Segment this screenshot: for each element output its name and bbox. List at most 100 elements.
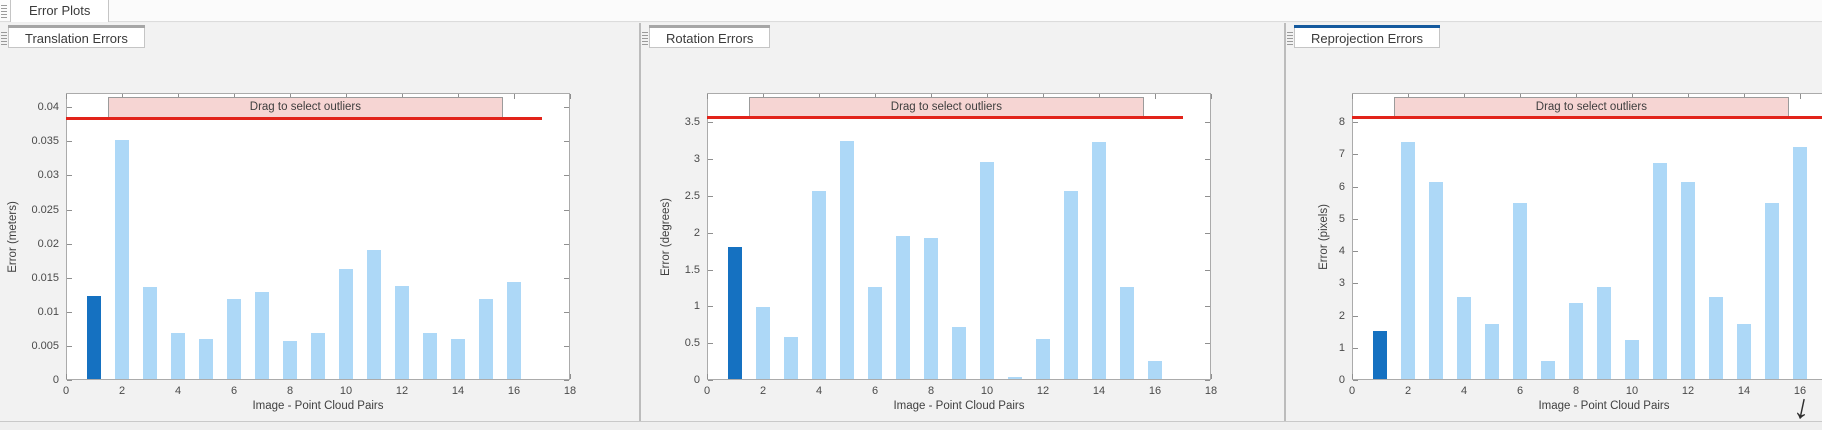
panel-tab-reprojection-errors[interactable]: Reprojection Errors — [1294, 25, 1440, 48]
x-tick-label: 10 — [339, 385, 353, 397]
error-bar[interactable] — [1092, 142, 1106, 379]
error-bar[interactable] — [283, 340, 297, 379]
error-bar[interactable] — [339, 269, 353, 379]
y-tick-label: 0 — [52, 374, 59, 386]
y-axis-tick — [564, 345, 569, 347]
error-bar[interactable] — [311, 332, 325, 379]
panel-grip-icon[interactable] — [1, 32, 7, 45]
y-tick-label: 7 — [1338, 148, 1345, 161]
error-bar[interactable] — [896, 236, 910, 379]
x-axis-tick — [1211, 94, 1212, 99]
y-axis-label: Error (meters) — [7, 200, 19, 273]
x-tick-label: 10 — [1625, 385, 1639, 397]
window-grip-icon[interactable] — [1, 5, 7, 18]
error-bar[interactable] — [1569, 303, 1583, 379]
error-bar[interactable] — [395, 286, 409, 379]
y-axis-tick — [67, 209, 72, 211]
y-tick-label: 0.025 — [31, 203, 59, 216]
panel-tab-label: Rotation Errors — [666, 30, 754, 46]
y-axis-tick — [708, 159, 713, 161]
error-bar[interactable] — [1429, 182, 1443, 379]
error-bar[interactable] — [1793, 146, 1807, 379]
error-bar[interactable] — [952, 327, 966, 379]
error-bar[interactable] — [199, 339, 213, 379]
outlier-drag-banner[interactable]: Drag to select outliers — [108, 97, 503, 118]
error-bar[interactable] — [1457, 296, 1471, 379]
x-axis-tick — [1352, 374, 1353, 379]
error-bar[interactable] — [87, 295, 101, 379]
error-bar[interactable] — [980, 161, 994, 379]
error-bar[interactable] — [1036, 338, 1050, 379]
error-bar[interactable] — [1373, 330, 1387, 379]
y-axis-tick — [708, 343, 713, 345]
error-bar[interactable] — [1737, 324, 1751, 379]
tab-error-plots[interactable]: Error Plots — [10, 0, 110, 22]
x-tick-label: 14 — [1737, 385, 1751, 397]
error-bar[interactable] — [756, 306, 770, 379]
panel-grip-icon[interactable] — [1287, 32, 1293, 45]
error-bar[interactable] — [1597, 287, 1611, 379]
y-axis-tick — [1205, 122, 1210, 124]
error-bar[interactable] — [1681, 182, 1695, 379]
y-axis-tick — [1353, 347, 1358, 349]
y-axis-tick — [1205, 159, 1210, 161]
x-tick-label: 2 — [1404, 385, 1412, 397]
error-bar[interactable] — [115, 140, 129, 379]
error-bar[interactable] — [143, 286, 157, 379]
y-axis-tick — [67, 345, 72, 347]
outlier-threshold-line[interactable] — [707, 116, 1183, 120]
error-bar[interactable] — [1765, 203, 1779, 379]
error-bar[interactable] — [507, 282, 521, 379]
banner-label: Drag to select outliers — [1535, 101, 1647, 114]
error-bar[interactable] — [1513, 203, 1527, 379]
error-bar[interactable] — [1625, 340, 1639, 379]
x-tick-label: 18 — [1204, 385, 1218, 397]
outlier-drag-banner[interactable]: Drag to select outliers — [1394, 97, 1789, 118]
error-bar[interactable] — [255, 292, 269, 379]
y-tick-label: 1 — [1338, 341, 1345, 354]
error-bar[interactable] — [840, 141, 854, 379]
panel-tab-rotation-errors[interactable]: Rotation Errors — [649, 25, 771, 48]
error-bar[interactable] — [423, 332, 437, 379]
banner-label: Drag to select outliers — [890, 101, 1002, 114]
x-tick-label: 12 — [395, 385, 409, 397]
x-tick-label: 12 — [1036, 385, 1050, 397]
error-bar[interactable] — [1709, 296, 1723, 379]
error-bar[interactable] — [1064, 191, 1078, 379]
error-bar[interactable] — [479, 299, 493, 379]
x-tick-label: 0 — [703, 385, 711, 397]
y-axis-tick — [1353, 154, 1358, 156]
outlier-threshold-line[interactable] — [66, 116, 542, 120]
error-bar[interactable] — [728, 247, 742, 379]
x-axis-tick — [1211, 374, 1212, 379]
panel-grip-icon[interactable] — [642, 32, 648, 45]
error-bar[interactable] — [1541, 361, 1555, 379]
y-axis-tick — [708, 122, 713, 124]
y-axis-tick — [1205, 232, 1210, 234]
error-bar[interactable] — [1148, 361, 1162, 379]
error-bar[interactable] — [784, 337, 798, 379]
error-bar[interactable] — [1008, 376, 1022, 379]
y-tick-label: 0.015 — [31, 271, 59, 284]
y-tick-label: 0.005 — [31, 339, 59, 352]
error-bar[interactable] — [1653, 162, 1667, 379]
x-axis-tick — [1688, 94, 1689, 99]
panel-tab-translation-errors[interactable]: Translation Errors — [8, 25, 145, 48]
error-bar[interactable] — [1401, 141, 1415, 379]
error-bar[interactable] — [812, 190, 826, 379]
error-bar[interactable] — [1120, 287, 1134, 379]
error-bar[interactable] — [451, 339, 465, 379]
outlier-threshold-line[interactable] — [1352, 116, 1822, 120]
x-axis-tick — [1155, 94, 1156, 99]
error-bar[interactable] — [227, 299, 241, 379]
x-axis-label: Image - Point Cloud Pairs — [1538, 400, 1670, 412]
error-bar[interactable] — [1485, 324, 1499, 379]
error-bar[interactable] — [868, 287, 882, 379]
y-axis-tick — [1205, 380, 1210, 381]
outlier-drag-banner[interactable]: Drag to select outliers — [749, 97, 1144, 118]
error-bar[interactable] — [367, 250, 381, 379]
error-bar[interactable] — [171, 333, 185, 379]
error-bar[interactable] — [924, 238, 938, 379]
y-tick-label: 3.5 — [684, 116, 700, 129]
y-tick-label: 2 — [1338, 309, 1345, 322]
